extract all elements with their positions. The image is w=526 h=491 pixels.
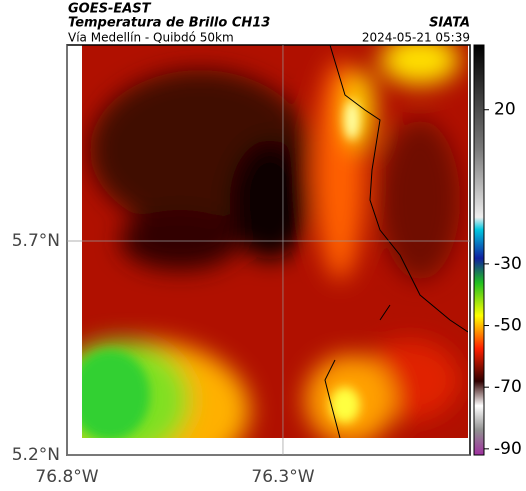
agency: SIATA xyxy=(429,16,470,31)
timestamp: 2024-05-21 05:39 xyxy=(362,31,470,45)
colorbar-tick-label: -90 xyxy=(494,439,522,459)
y-tick-label: 5.7°N xyxy=(12,231,60,251)
brightness-field xyxy=(82,45,468,438)
colorbar-tick-label: -70 xyxy=(494,377,522,397)
colorbar-tick-label: -30 xyxy=(494,254,522,274)
colorbar-tick-label: -50 xyxy=(494,316,522,336)
x-tick-label: 76.3°W xyxy=(251,467,314,487)
x-tick-label: 76.8°W xyxy=(35,467,98,487)
route: Vía Medellín - Quibdó 50km xyxy=(68,31,234,45)
colorbar xyxy=(473,44,485,456)
colorbar-tick-label: 20 xyxy=(494,100,516,120)
y-tick-label: 5.2°N xyxy=(12,445,60,465)
source: GOES-EAST xyxy=(68,2,152,17)
product: Temperatura de Brillo CH13 xyxy=(68,16,270,31)
